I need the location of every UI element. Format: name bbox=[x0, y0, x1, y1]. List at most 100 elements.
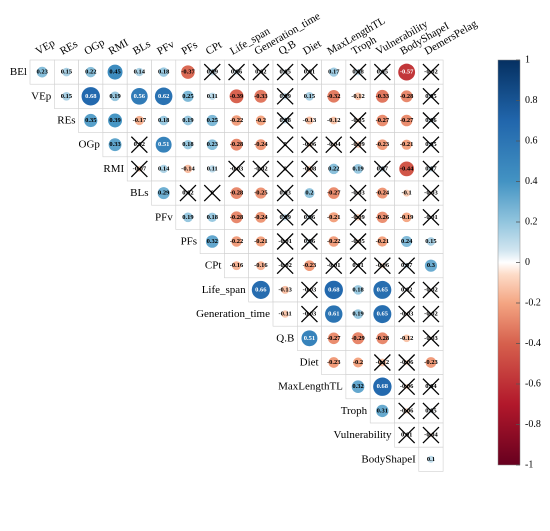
correlation-circle bbox=[158, 67, 169, 77]
correlation-value: 0.15 bbox=[61, 69, 73, 76]
correlation-circle bbox=[207, 212, 217, 223]
correlation-value: -0.2 bbox=[353, 359, 363, 366]
correlation-circle bbox=[135, 67, 144, 77]
row-label: Troph bbox=[341, 405, 368, 417]
correlation-cell: -0.57 bbox=[398, 63, 416, 81]
not-significant-cross bbox=[276, 257, 294, 275]
correlation-value: 0.23 bbox=[36, 69, 48, 76]
row-label: VEp bbox=[31, 90, 52, 102]
correlation-value: -0.21 bbox=[400, 141, 414, 148]
correlation-circle bbox=[329, 67, 339, 77]
correlation-cell: -0.28 bbox=[230, 187, 244, 200]
not-significant-cross bbox=[203, 184, 221, 202]
correlation-cell: -0.16 bbox=[254, 261, 268, 271]
correlation-circle bbox=[353, 285, 363, 295]
not-significant-cross bbox=[276, 112, 294, 129]
correlation-value: -0.33 bbox=[376, 93, 390, 100]
correlation-cell: -0.21 bbox=[376, 236, 389, 247]
colorbar-tick-label: -0.8 bbox=[525, 419, 541, 430]
correlation-value: 0.18 bbox=[207, 214, 219, 221]
correlation-cell: -0.33 bbox=[254, 89, 268, 103]
correlation-cell: 0.19 bbox=[352, 164, 364, 174]
correlation-cell: -0.03 bbox=[300, 305, 318, 323]
grid-cell bbox=[418, 277, 444, 303]
correlation-cell: 0.19 bbox=[182, 115, 194, 126]
correlation-cell: -0.29 bbox=[351, 332, 366, 345]
correlation-cell: -0.2 bbox=[256, 115, 266, 126]
correlation-value: -0.24 bbox=[376, 190, 390, 197]
correlation-cell: 0.19 bbox=[182, 212, 194, 223]
correlation-cell: 0.32 bbox=[205, 235, 219, 248]
not-significant-cross bbox=[349, 257, 367, 275]
not-significant-cross bbox=[300, 160, 318, 178]
correlation-cell: -0.06 bbox=[398, 354, 416, 371]
not-significant-cross bbox=[422, 378, 440, 396]
correlation-value: 0.23 bbox=[207, 141, 219, 148]
correlation-cell: 0.61 bbox=[325, 305, 343, 323]
correlation-cell: 0.45 bbox=[107, 64, 123, 80]
correlation-circle bbox=[425, 357, 437, 368]
correlation-cell: 0.04 bbox=[422, 378, 440, 396]
correlation-value: 0.14 bbox=[158, 165, 170, 172]
correlation-cell: 0.05 bbox=[422, 136, 440, 154]
column-label: VEp bbox=[34, 37, 58, 58]
correlation-cell: 0.62 bbox=[154, 87, 173, 106]
correlation-value: 0.39 bbox=[109, 117, 121, 124]
correlation-cell: 0.22 bbox=[85, 66, 96, 78]
row-label: Vulnerability bbox=[334, 429, 392, 441]
correlation-cell: 0.18 bbox=[182, 139, 194, 150]
correlation-cell: 0.15 bbox=[61, 91, 73, 101]
correlation-cell: 0.09 bbox=[276, 87, 294, 105]
correlation-cell: 0.51 bbox=[301, 330, 318, 347]
row-label: Life_span bbox=[202, 284, 246, 296]
correlation-value: -0.24 bbox=[254, 214, 268, 221]
correlation-cell: -0.02 bbox=[252, 160, 270, 178]
row-label: BodyShapeI bbox=[361, 453, 416, 465]
correlation-circle bbox=[81, 87, 100, 106]
correlation-cell: 0.02 bbox=[252, 63, 270, 81]
not-significant-cross bbox=[422, 87, 440, 105]
correlation-value: -0.21 bbox=[254, 238, 268, 245]
correlation-cell: -0.27 bbox=[376, 114, 390, 127]
correlation-circle bbox=[376, 211, 389, 223]
correlation-cell: -0.02 bbox=[422, 281, 440, 299]
correlation-circle bbox=[155, 136, 172, 153]
correlation-value: 0.62 bbox=[158, 93, 169, 100]
correlation-circle bbox=[375, 89, 389, 103]
row-label: MaxLengthTL bbox=[278, 381, 343, 393]
correlation-value: 0.19 bbox=[352, 311, 364, 318]
correlation-cell: -0.01 bbox=[276, 233, 294, 250]
correlation-cell: -0.03 bbox=[228, 160, 246, 178]
correlation-circle bbox=[281, 310, 289, 318]
correlation-cell: 0.19 bbox=[109, 91, 121, 102]
correlation-cell: 0.06 bbox=[228, 63, 246, 81]
correlation-cell: 0.15 bbox=[425, 237, 437, 246]
column-label: OGp bbox=[82, 36, 107, 57]
correlation-cell: -0.04 bbox=[422, 426, 440, 444]
correlation-value: 0.18 bbox=[352, 286, 364, 293]
correlation-value: -0.26 bbox=[376, 214, 390, 221]
correlation-circle bbox=[183, 139, 193, 150]
colorbar-tick-label: 0.8 bbox=[525, 95, 538, 106]
not-significant-cross bbox=[422, 136, 440, 154]
correlation-circle bbox=[230, 211, 243, 224]
correlation-cell: -0.09 bbox=[349, 136, 367, 154]
correlation-cell: 0.05 bbox=[276, 63, 294, 81]
correlation-circle bbox=[134, 115, 144, 126]
correlation-circle bbox=[84, 113, 98, 128]
colorbar: 1 0.8 0.6 0.4 0.2 0 -0.2 -0.4 -0.6 -0.8 -1 bbox=[497, 55, 541, 471]
column-label: PFv bbox=[155, 38, 177, 58]
correlation-cell: 0.32 bbox=[351, 380, 365, 394]
correlation-value: -0.16 bbox=[254, 262, 268, 269]
correlation-value: -0.33 bbox=[254, 93, 268, 100]
correlation-cell: 0.14 bbox=[158, 164, 170, 174]
correlation-circle bbox=[353, 309, 363, 319]
correlation-circle bbox=[304, 188, 315, 199]
correlation-circle bbox=[400, 114, 413, 127]
correlation-cell: 0.18 bbox=[158, 67, 170, 77]
correlation-circle bbox=[305, 116, 314, 125]
correlation-cell: 0.68 bbox=[324, 280, 343, 300]
correlation-value: 0.2 bbox=[305, 190, 313, 197]
not-significant-cross bbox=[422, 112, 440, 129]
